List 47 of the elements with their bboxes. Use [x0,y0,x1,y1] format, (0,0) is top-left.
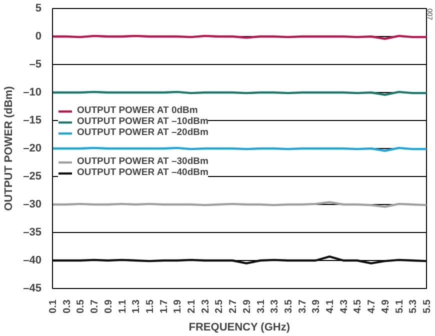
x-tick-label: 0.5 [76,299,87,314]
x-tick-label: 4.7 [366,299,378,314]
x-tick-label: 3.3 [270,299,281,314]
y-tick-label: –40 [23,254,42,266]
x-tick-label: 4.9 [380,299,392,314]
x-tick-label: 3.5 [283,299,294,314]
x-tick-label: 1.5 [144,299,156,314]
y-tick-label: –15 [23,114,42,126]
x-tick-label: 2.7 [228,299,240,314]
y-tick-label: –10 [23,86,42,98]
x-tick-label: 2.3 [200,299,212,314]
y-tick-label: –30 [23,198,42,210]
x-tick-label: 5.5 [422,299,433,314]
x-tick-label: 2.9 [242,299,253,314]
x-tick-label: 2.1 [186,299,198,314]
legend-label: OUTPUT POWER AT –20dBm [77,127,208,138]
x-tick-label: 1.3 [131,299,142,314]
y-tick-label: –5 [29,58,42,70]
x-tick-label: 1.1 [117,299,128,314]
x-axis-title: FREQUENCY (GHz) [188,321,290,334]
x-tick-label: 1.9 [172,299,184,314]
x-tick-label: 5.3 [408,299,420,314]
y-tick-label: –20 [23,142,42,154]
x-tick-label: 4.1 [325,299,336,314]
y-tick-label: –25 [23,170,42,182]
y-tick-label: –35 [23,226,42,238]
x-tick-label: 5.1 [394,299,406,314]
x-tick-label: 0.3 [62,299,73,314]
line-series [52,255,426,264]
x-tick-label: 0.1 [48,299,59,314]
y-tick-label: 5 [35,2,42,14]
x-tick-label: 3.7 [297,299,308,314]
legend-label: OUTPUT POWER AT –40dBm [77,167,208,178]
legend-label: OUTPUT POWER AT 0dBm [77,105,198,116]
x-tick-label: 0.9 [103,299,114,314]
x-tick-label: 1.7 [158,299,170,314]
x-tick-label: 4.5 [352,299,364,314]
x-tick-label: 3.1 [256,299,267,314]
y-tick-label: 0 [35,30,42,42]
legend-label: OUTPUT POWER AT –30dBm [77,156,208,167]
x-tick-label: 0.7 [90,299,101,314]
x-tick-label: 3.9 [311,299,322,314]
y-axis-title: OUTPUT POWER (dBm) [3,86,16,211]
legend-label: OUTPUT POWER AT –10dBm [77,116,208,127]
x-tick-label: 2.5 [214,299,226,314]
x-tick-label: 4.3 [338,299,350,314]
y-tick-label: –45 [23,282,42,294]
